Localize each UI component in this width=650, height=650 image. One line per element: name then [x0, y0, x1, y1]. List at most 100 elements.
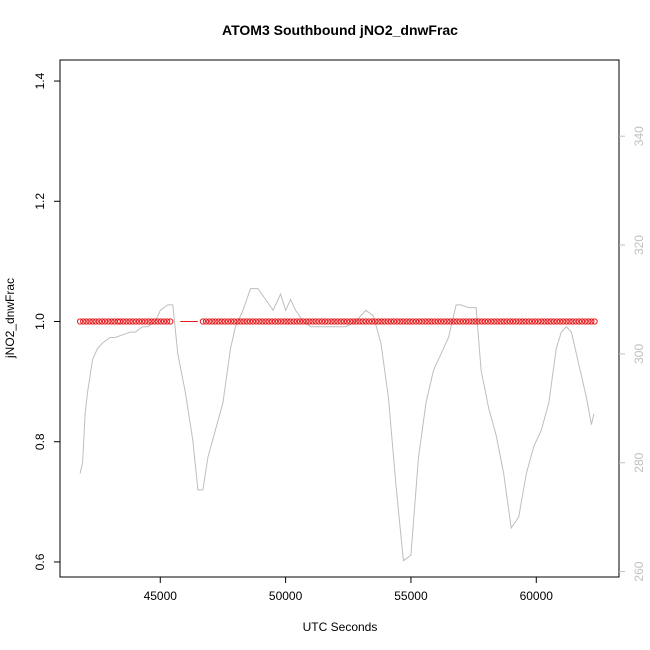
data-point	[478, 318, 485, 325]
data-point	[572, 318, 579, 325]
data-point	[83, 318, 90, 325]
data-point	[578, 318, 586, 325]
data-point	[447, 318, 454, 325]
data-point	[202, 318, 210, 325]
chart-title: ATOM3 Southbound jNO2_dnwFrac	[222, 22, 458, 38]
data-point	[256, 318, 263, 325]
y-tick-label: 0.6	[33, 553, 47, 570]
data-point	[585, 318, 592, 325]
data-point	[384, 318, 391, 325]
data-point	[154, 318, 161, 325]
data-point	[117, 318, 124, 325]
data-point	[243, 318, 250, 325]
data-point	[281, 318, 288, 325]
data-point	[275, 318, 282, 325]
data-point	[569, 318, 576, 325]
data-point	[322, 318, 329, 325]
secondary-series-line	[79, 288, 595, 562]
data-point	[135, 318, 143, 325]
y2-axis-right: 260 280 300 320 340	[619, 126, 646, 582]
data-point	[209, 318, 216, 325]
data-point	[300, 318, 307, 325]
data-point	[315, 318, 322, 325]
data-point	[350, 318, 357, 325]
data-point	[212, 318, 219, 325]
data-point	[221, 318, 228, 325]
data-point	[77, 318, 84, 325]
data-point	[397, 318, 404, 325]
data-point	[95, 318, 103, 325]
data-point	[259, 318, 266, 325]
data-point	[494, 318, 501, 325]
data-point	[588, 318, 595, 325]
data-point	[218, 318, 225, 325]
data-point	[145, 318, 152, 325]
data-point	[560, 318, 567, 325]
data-point	[535, 318, 542, 325]
data-point	[409, 318, 416, 325]
data-point	[488, 318, 495, 325]
y-tick-label: 1.0	[33, 313, 47, 330]
data-point	[228, 318, 235, 325]
data-point	[215, 318, 222, 325]
data-point	[290, 318, 297, 325]
data-point	[206, 318, 213, 325]
data-point	[340, 318, 347, 325]
data-point	[390, 318, 398, 325]
x-tick-label: 50000	[269, 589, 303, 603]
data-point	[557, 318, 564, 325]
data-point	[437, 318, 445, 325]
data-point	[98, 318, 106, 325]
data-point	[519, 318, 526, 325]
y2-tick-label: 300	[632, 344, 646, 364]
data-point	[381, 318, 388, 325]
data-point	[362, 318, 369, 325]
y2-tick-label: 320	[632, 235, 646, 255]
data-point	[80, 318, 87, 325]
secondary-series-layer	[79, 288, 595, 562]
data-point	[284, 318, 291, 325]
data-point	[591, 318, 598, 325]
data-point	[306, 318, 313, 325]
data-point	[444, 318, 451, 325]
data-point	[167, 318, 174, 325]
data-point	[120, 318, 127, 325]
data-point	[347, 318, 354, 325]
data-point	[126, 318, 133, 325]
data-point	[89, 318, 96, 325]
data-point	[466, 318, 473, 325]
data-point	[503, 318, 510, 325]
data-point	[164, 318, 171, 325]
y-tick-label: 0.8	[33, 433, 47, 450]
data-point	[325, 318, 332, 325]
data-point	[303, 318, 310, 325]
data-point	[491, 318, 498, 325]
data-point	[525, 318, 532, 325]
data-point	[419, 318, 426, 325]
data-point	[453, 318, 460, 325]
data-point	[199, 318, 206, 325]
data-point	[328, 318, 335, 325]
data-point	[459, 318, 467, 325]
y-tick-label: 1.4	[33, 72, 47, 89]
data-point	[547, 318, 554, 325]
data-point	[416, 318, 423, 325]
data-point	[472, 318, 479, 325]
x-tick-label: 60000	[520, 589, 554, 603]
data-point	[132, 318, 139, 325]
y2-tick-label: 340	[632, 126, 646, 146]
data-point	[441, 318, 448, 325]
data-point	[160, 318, 168, 325]
data-point	[253, 318, 260, 325]
points-layer	[77, 318, 598, 325]
data-point	[231, 318, 238, 325]
data-point	[224, 318, 232, 325]
data-point	[528, 318, 536, 325]
data-point	[287, 318, 294, 325]
data-point	[139, 318, 146, 325]
data-point	[129, 318, 136, 325]
data-point	[506, 318, 514, 325]
data-point	[359, 318, 366, 325]
data-point	[102, 318, 109, 325]
data-point	[142, 318, 149, 325]
